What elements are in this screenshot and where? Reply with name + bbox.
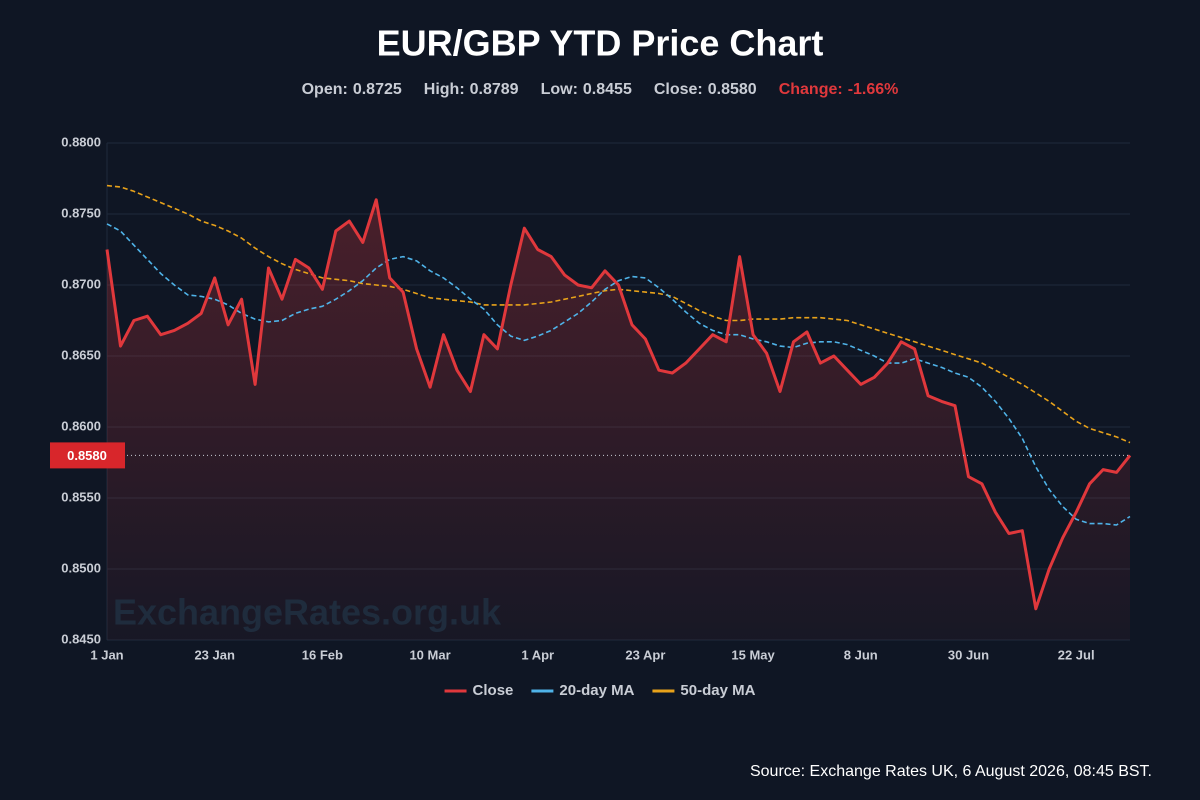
stat-value: 0.8725 bbox=[353, 81, 402, 98]
chart-title: EUR/GBP YTD Price Chart bbox=[377, 23, 824, 64]
source: Source: Exchange Rates UK, 6 August 2026… bbox=[750, 763, 1152, 780]
x-tick-label: 23 Jan bbox=[194, 647, 235, 662]
stat-label: Change: bbox=[779, 81, 843, 98]
x-tick-label: 16 Feb bbox=[302, 647, 343, 662]
x-tick-label: 23 Apr bbox=[625, 647, 665, 662]
stat-label: High: bbox=[424, 81, 465, 98]
current-price-tag bbox=[50, 442, 125, 469]
stat-label: Open: bbox=[302, 81, 348, 98]
y-tick-label: 0.8450 bbox=[61, 631, 101, 646]
x-tick-label: 1 Apr bbox=[521, 647, 554, 662]
y-tick-label: 0.8500 bbox=[61, 560, 101, 575]
stat-value: -1.66% bbox=[848, 81, 899, 98]
stat-value: 0.8789 bbox=[470, 81, 519, 98]
stat-value: 0.8580 bbox=[708, 81, 757, 98]
y-tick-label: 0.8800 bbox=[61, 134, 101, 149]
close-area bbox=[107, 199, 1130, 641]
x-tick-label: 10 Mar bbox=[409, 647, 450, 662]
series-line bbox=[105, 198, 1132, 611]
stat-value: 0.8455 bbox=[583, 81, 632, 98]
stat-label: Low: bbox=[541, 81, 578, 98]
x-tick-label: 1 Jan bbox=[90, 647, 123, 662]
x-tick-label: 8 Jun bbox=[844, 647, 878, 662]
legend-label: 50-day MA bbox=[680, 682, 755, 699]
plot-area: 0.8800 0.8750 0.8700 0.8650 0.8600 0.8550 0.85… bbox=[50, 134, 1132, 662]
x-tick-label: 30 Jun bbox=[948, 647, 989, 662]
y-tick-label: 0.8750 bbox=[61, 205, 101, 220]
legend: Close 20-day MA 50-day MA bbox=[444, 682, 756, 699]
watermark: ExchangeRates.org.uk bbox=[113, 592, 502, 633]
stats: Open: 0.8725 High: 0.8789 Low: 0.8455 Close: 0.… bbox=[302, 81, 899, 98]
legend-label: 20-day MA bbox=[559, 682, 634, 699]
x-tick-label: 22 Jul bbox=[1058, 647, 1095, 662]
y-tick-label: 0.8600 bbox=[61, 418, 101, 433]
y-tick-label: 0.8700 bbox=[61, 276, 101, 291]
x-tick-label: 15 May bbox=[731, 647, 775, 662]
series-line bbox=[106, 223, 1131, 526]
current-price-label: 0.8580 bbox=[67, 448, 107, 463]
y-tick-label: 0.8550 bbox=[61, 489, 101, 504]
legend-label: Close bbox=[473, 682, 514, 699]
y-tick-label: 0.8650 bbox=[61, 347, 101, 362]
stat-label: Close: bbox=[654, 81, 703, 98]
